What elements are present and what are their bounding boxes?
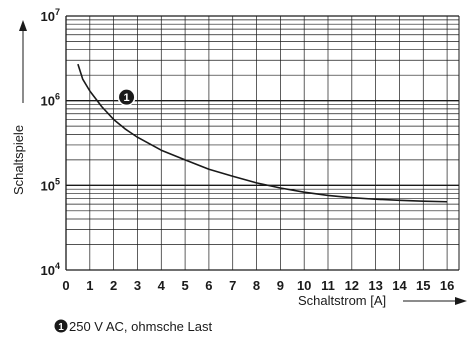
x-axis-arrowhead — [455, 297, 467, 305]
y-tick-label: 107 — [41, 7, 60, 24]
x-tick-label: 16 — [440, 278, 454, 293]
x-tick-label: 5 — [181, 278, 188, 293]
legend-label: 250 V AC, ohmsche Last — [69, 319, 212, 334]
x-tick-label: 2 — [110, 278, 117, 293]
x-tick-label: 11 — [321, 278, 335, 293]
y-tick-label: 106 — [41, 92, 60, 109]
x-axis-label: Schaltstrom [A] — [298, 293, 386, 308]
x-tick-label: 4 — [158, 278, 166, 293]
series-line — [77, 63, 448, 203]
x-tick-label: 12 — [345, 278, 359, 293]
y-tick-label: 104 — [41, 261, 60, 278]
grid-minor — [65, 16, 459, 270]
x-tick-label: 1 — [86, 278, 93, 293]
series-layer: 1 — [77, 63, 448, 203]
x-tick-label: 0 — [62, 278, 69, 293]
x-tick-label: 3 — [134, 278, 141, 293]
y-axis-arrowhead — [19, 20, 27, 31]
legend-marker-number: 1 — [58, 322, 64, 333]
x-tick-label: 15 — [416, 278, 430, 293]
x-tick-label: 10 — [297, 278, 311, 293]
x-tick-label: 6 — [205, 278, 212, 293]
y-axis-label: Schaltspiele — [11, 125, 26, 195]
y-tick-labels: 104 105 106 107 — [41, 7, 60, 278]
series-marker — [119, 89, 135, 105]
legend-entry: 1 250 V AC, ohmsche Last — [54, 319, 212, 334]
grid-major — [65, 15, 460, 271]
x-tick-label: 7 — [229, 278, 236, 293]
x-tick-label: 8 — [253, 278, 260, 293]
legend-marker — [54, 319, 68, 333]
x-tick-label: 13 — [368, 278, 382, 293]
y-tick-label: 105 — [41, 176, 60, 193]
x-tick-label: 14 — [392, 278, 407, 293]
x-tick-label: 9 — [277, 278, 284, 293]
x-tick-labels: 0 1 2 3 4 5 6 7 8 9 10 11 12 13 14 15 16 — [62, 278, 454, 293]
series-marker-number: 1 — [123, 92, 129, 104]
